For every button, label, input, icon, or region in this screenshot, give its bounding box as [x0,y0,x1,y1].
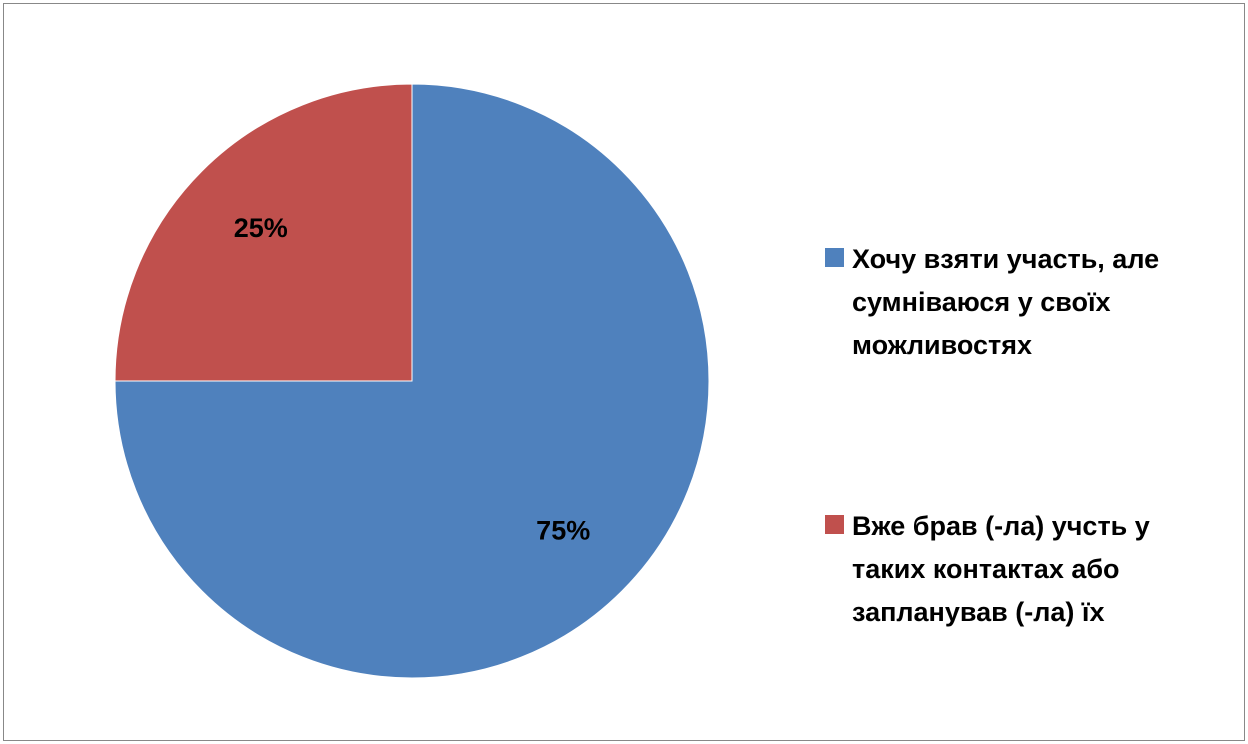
legend-label: Хочу взяти участь, але сумніваюся у свої… [852,238,1159,367]
data-label-25: 25% [234,213,288,243]
legend-label: Вже брав (-ла) учсть у таких контактах а… [852,505,1150,634]
pie-slices [115,84,709,678]
legend-swatch-red [825,515,844,534]
data-label-75: 75% [536,515,590,545]
legend-item-wants-to-participate: Хочу взяти участь, але сумніваюся у свої… [825,238,1159,367]
legend-item-already-participated: Вже брав (-ла) учсть у таких контактах а… [825,505,1150,634]
legend-swatch-blue [825,248,844,267]
